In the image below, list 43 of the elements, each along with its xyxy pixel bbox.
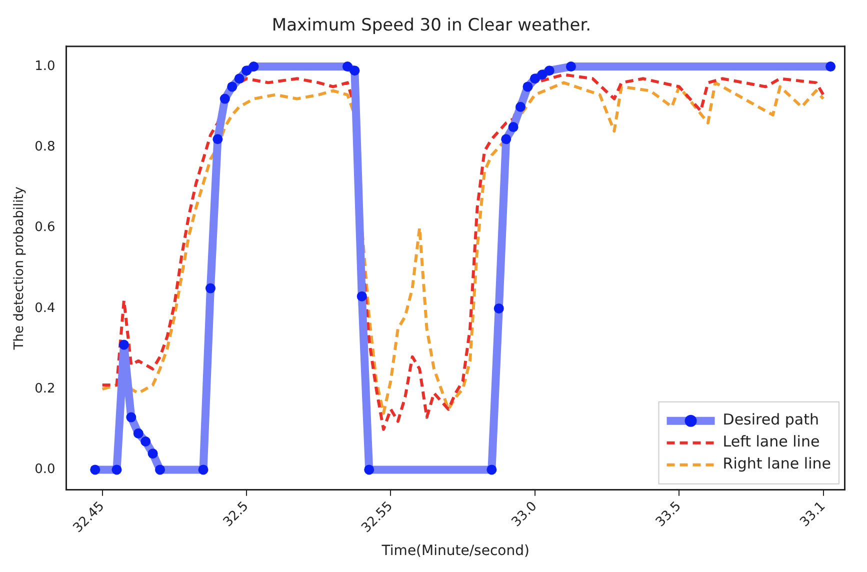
point bbox=[342, 62, 352, 72]
point bbox=[486, 464, 497, 475]
y-tick-label: 0.6 bbox=[34, 220, 56, 236]
point bbox=[522, 82, 533, 92]
point bbox=[530, 74, 540, 84]
point bbox=[133, 428, 144, 438]
y-tick-label: 1.0 bbox=[34, 58, 56, 74]
point bbox=[112, 464, 122, 475]
point bbox=[242, 66, 252, 76]
point bbox=[198, 464, 208, 475]
y-tick-label: 0.8 bbox=[34, 140, 56, 155]
point bbox=[537, 70, 548, 80]
point bbox=[248, 62, 259, 72]
legend-label: Right lane line bbox=[722, 454, 831, 473]
y-axis-title: The detection probability bbox=[12, 186, 28, 351]
chart-title: Maximum Speed 30 in Clear weather. bbox=[272, 16, 592, 36]
point bbox=[364, 464, 374, 475]
point bbox=[516, 102, 526, 112]
point bbox=[118, 340, 129, 350]
point bbox=[234, 74, 244, 84]
y-tick-label: 0.2 bbox=[34, 381, 56, 396]
legend-label: Left lane line bbox=[722, 432, 820, 451]
point bbox=[212, 134, 223, 144]
legend-label: Desired path bbox=[722, 410, 819, 429]
point bbox=[140, 436, 151, 446]
point bbox=[148, 448, 158, 459]
point bbox=[220, 94, 230, 104]
point bbox=[155, 464, 166, 475]
point bbox=[501, 134, 512, 144]
point bbox=[126, 412, 136, 422]
point bbox=[350, 66, 360, 76]
point bbox=[356, 291, 367, 302]
y-tick-label: 0.0 bbox=[34, 462, 56, 478]
point bbox=[205, 283, 216, 294]
point bbox=[544, 66, 554, 76]
point bbox=[508, 122, 518, 132]
point bbox=[566, 62, 576, 72]
point bbox=[227, 82, 238, 92]
point bbox=[90, 464, 100, 475]
x-axis-title: Time(Minute/second) bbox=[380, 543, 530, 560]
y-tick-label: 0.4 bbox=[34, 300, 56, 316]
point bbox=[826, 62, 836, 72]
point bbox=[494, 303, 504, 314]
